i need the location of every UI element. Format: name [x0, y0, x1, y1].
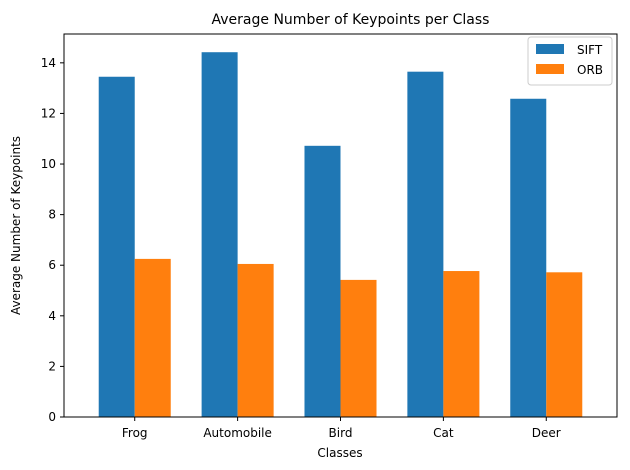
bar-sift-automobile — [201, 52, 238, 418]
bar-sift-bird — [304, 145, 341, 417]
bar-orb-frog — [134, 258, 171, 417]
y-axis: 0 2 4 6 8 10 12 14 — [41, 56, 64, 424]
legend-label-orb: ORB — [577, 63, 603, 77]
x-tick-label: Cat — [433, 426, 454, 440]
y-tick-label: 6 — [48, 258, 56, 272]
x-tick-label: Frog — [122, 426, 148, 440]
bar-orb-bird — [340, 279, 377, 417]
bar-orb-cat — [443, 271, 480, 417]
bar-sift-frog — [98, 76, 135, 417]
x-tick-label: Deer — [532, 426, 561, 440]
y-tick-label: 0 — [48, 410, 56, 424]
bar-sift-deer — [510, 98, 547, 417]
y-tick-label: 14 — [41, 56, 56, 70]
y-tick-label: 10 — [41, 157, 56, 171]
x-tick-label: Automobile — [203, 426, 272, 440]
bar-orb-deer — [546, 272, 583, 417]
bar-sift-cat — [407, 71, 444, 417]
y-axis-label: Average Number of Keypoints — [9, 136, 23, 315]
legend-swatch-sift — [536, 44, 564, 54]
chart-title: Average Number of Keypoints per Class — [212, 12, 490, 28]
x-tick-label: Bird — [329, 426, 353, 440]
y-tick-label: 4 — [48, 309, 56, 323]
x-axis-label: Classes — [317, 446, 362, 460]
y-tick-label: 2 — [48, 359, 56, 373]
bar-orb-automobile — [237, 263, 274, 417]
x-axis: Frog Automobile Bird Cat Deer — [122, 417, 561, 440]
y-tick-label: 12 — [41, 106, 56, 120]
legend: SIFT ORB — [527, 36, 613, 86]
legend-swatch-orb — [536, 64, 564, 74]
legend-label-sift: SIFT — [577, 43, 603, 57]
y-tick-label: 8 — [48, 208, 56, 222]
bars-layer — [98, 52, 583, 418]
